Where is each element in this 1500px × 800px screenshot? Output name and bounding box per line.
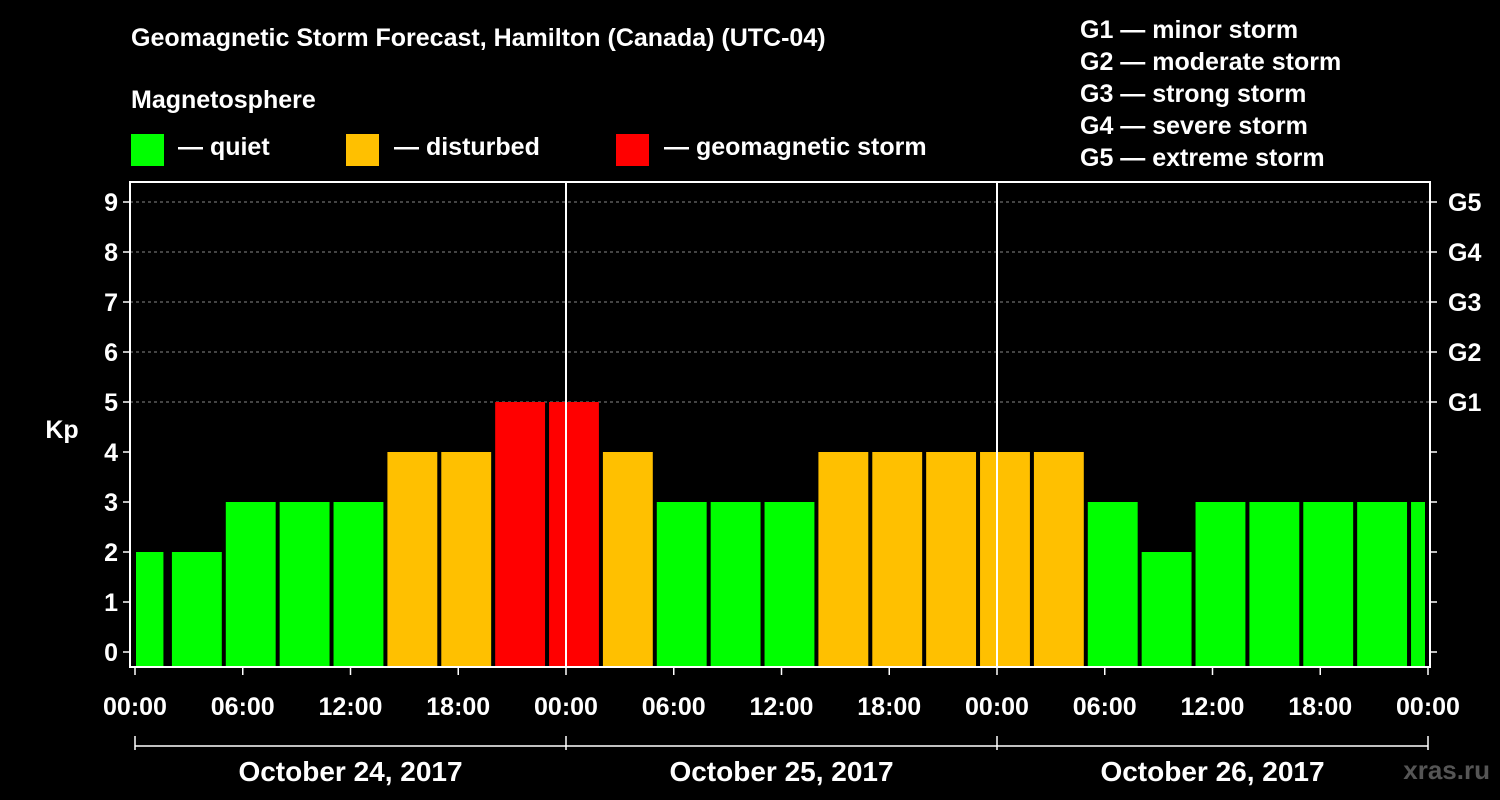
y-tick-label: 8	[104, 239, 118, 267]
kp-bar	[818, 452, 868, 667]
g-level-label: G4	[1448, 239, 1481, 267]
kp-bar	[387, 452, 437, 667]
x-tick-label: 06:00	[211, 693, 275, 721]
kp-bar	[495, 402, 545, 667]
x-tick-label: 06:00	[1073, 693, 1137, 721]
g-level-label: G2	[1448, 339, 1481, 367]
kp-bar	[280, 502, 330, 667]
y-tick-label: 0	[104, 639, 118, 667]
g-level-label: G3	[1448, 289, 1481, 317]
x-tick-label: 12:00	[319, 693, 383, 721]
kp-bar	[1034, 452, 1084, 667]
x-tick-label: 18:00	[1288, 693, 1352, 721]
x-tick-label: 12:00	[1181, 693, 1245, 721]
kp-bar	[657, 502, 707, 667]
kp-bar	[172, 552, 222, 667]
g-level-label: G5	[1448, 189, 1481, 217]
x-tick-label: 12:00	[750, 693, 814, 721]
g-level-label: G1	[1448, 389, 1481, 417]
kp-bar	[1357, 502, 1407, 667]
date-label: October 24, 2017	[238, 756, 462, 787]
x-tick-label: 00:00	[1396, 693, 1460, 721]
kp-bar	[1249, 502, 1299, 667]
kp-bar	[226, 502, 276, 667]
kp-bar	[926, 452, 976, 667]
y-tick-label: 3	[104, 489, 118, 517]
kp-bar-chart: 0 1 2 3 4 5 6 7 8 9 G1 G2 G3 G4 G5 Kp 00:00 06:00 12:00 18:…	[0, 0, 1500, 800]
kp-bar	[1142, 552, 1192, 667]
y-axis-label: Kp	[45, 416, 78, 444]
kp-bar	[549, 402, 599, 667]
y-tick-label: 6	[104, 339, 118, 367]
date-label: October 26, 2017	[1100, 756, 1324, 787]
kp-bar	[872, 452, 922, 667]
watermark: xras.ru	[1403, 755, 1490, 786]
y-tick-label: 1	[104, 589, 118, 617]
kp-bar	[441, 452, 491, 667]
kp-bar	[136, 552, 163, 667]
kp-bar	[1196, 502, 1246, 667]
x-tick-label: 00:00	[534, 693, 598, 721]
kp-bar	[1411, 502, 1425, 667]
x-tick-label: 00:00	[965, 693, 1029, 721]
kp-bar	[980, 452, 1030, 667]
kp-bar	[711, 502, 761, 667]
kp-bar	[1088, 502, 1138, 667]
kp-bar	[603, 452, 653, 667]
y-tick-label: 5	[104, 389, 118, 417]
y-tick-label: 2	[104, 539, 118, 567]
y-tick-label: 9	[104, 189, 118, 217]
x-tick-label: 00:00	[103, 693, 167, 721]
x-tick-label: 18:00	[426, 693, 490, 721]
kp-bar	[765, 502, 815, 667]
kp-bar	[1303, 502, 1353, 667]
x-tick-label: 18:00	[857, 693, 921, 721]
date-label: October 25, 2017	[669, 756, 893, 787]
x-tick-label: 06:00	[642, 693, 706, 721]
kp-bar	[334, 502, 384, 667]
y-tick-label: 7	[104, 289, 118, 317]
y-tick-label: 4	[104, 439, 118, 467]
